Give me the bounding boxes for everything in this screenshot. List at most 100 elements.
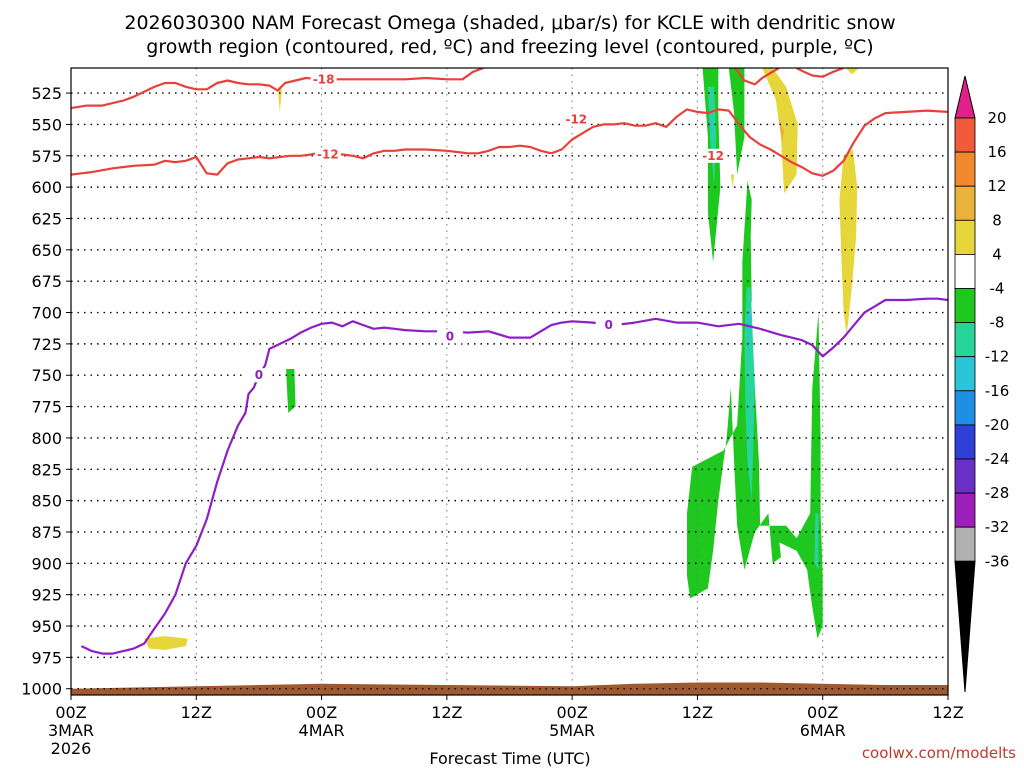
ytick-label-925: 925	[31, 586, 62, 605]
ytick-label-575: 575	[31, 147, 62, 166]
ytick-label-550: 550	[31, 115, 62, 134]
minus-18-contour-label-bg	[310, 72, 337, 87]
freezing-level-contour	[80, 297, 948, 655]
minus-12-upper-contour-label: -12	[565, 112, 587, 126]
colorbar-label-9: -20	[985, 416, 1010, 434]
xtick-date-6: 6MAR	[800, 721, 846, 740]
colorbar-label-12: -32	[985, 518, 1010, 536]
xtick-label-5: 12Z	[682, 703, 713, 722]
omega-region-7	[730, 174, 734, 188]
plot-border	[70, 67, 949, 696]
colorbar-label-6: -8	[990, 314, 1005, 332]
omega-region-4	[762, 68, 798, 194]
ytick-label-675: 675	[31, 272, 62, 291]
colorbar: 20 16 12 8 4 -4 -8 -12 -16 -20 -24 -28 -32 -36	[954, 75, 1010, 693]
minus-12-lower-contour-label: -12	[317, 148, 339, 162]
colorbar-label-3: 8	[992, 211, 1002, 229]
omega-shading	[144, 68, 860, 650]
omega-region-14	[770, 538, 781, 564]
ytick-label-1000: 1000	[21, 680, 62, 699]
ytick-label-850: 850	[31, 492, 62, 511]
omega-region-13	[286, 369, 296, 413]
ytick-label-725: 725	[31, 335, 62, 354]
colorbar-swatch-3	[954, 219, 976, 255]
freezing-level-contour-label-1: 0	[446, 329, 454, 343]
colorbar-swatch-10	[954, 458, 976, 494]
minus-18-contour-label: -18	[313, 72, 335, 86]
ytick-label-775: 775	[31, 398, 62, 417]
xtick-label-4: 00Z	[556, 703, 587, 722]
xtick-date-0: 3MAR	[48, 721, 94, 740]
colorbar-label-0: 20	[987, 109, 1006, 127]
ytick-label-875: 875	[31, 523, 62, 542]
minus-12-lower-contour	[71, 144, 552, 176]
minus-12-upper-contour-label-bg-0	[700, 148, 727, 163]
ground-terrain	[71, 682, 948, 695]
ytick-label-800: 800	[31, 429, 62, 448]
minus-12-upper-contour-label-0: -12	[702, 149, 724, 163]
colorbar-swatch-6	[954, 322, 976, 358]
plot-frame	[70, 67, 949, 696]
ground-layer	[71, 682, 948, 695]
ytick-label-750: 750	[31, 366, 62, 385]
colorbar-swatch-12	[954, 526, 976, 562]
ytick-label-600: 600	[31, 178, 62, 197]
minus-12-lower-contour-label-bg	[314, 147, 341, 162]
xtick-label-6: 00Z	[807, 703, 838, 722]
colorbar-swatch-1	[954, 151, 976, 187]
ytick-label-900: 900	[31, 554, 62, 573]
colorbar-label-10: -24	[985, 450, 1010, 468]
xtick-label-0: 00Z	[55, 703, 86, 722]
xtick-year-0: 2026	[51, 739, 92, 758]
omega-region-12	[814, 513, 819, 570]
colorbar-label-13: -36	[985, 552, 1010, 570]
colorbar-swatch-9	[954, 424, 976, 460]
xtick-label-3: 12Z	[431, 703, 462, 722]
contour-layer: -18 -12 -12 0 -12 0 0	[71, 68, 948, 655]
xtick-date-4: 5MAR	[549, 721, 595, 740]
omega-region-2	[708, 111, 714, 137]
colorbar-label-8: -16	[985, 382, 1010, 400]
colorbar-swatch-5	[954, 288, 976, 323]
colorbar-swatch-0	[954, 117, 976, 153]
freezing-level-contour-label-bg-2	[595, 318, 622, 333]
ytick-label-825: 825	[31, 460, 62, 479]
minus-18-contour	[71, 68, 484, 110]
xtick-date-2: 4MAR	[299, 721, 345, 740]
x-axis-title: Forecast Time (UTC)	[429, 749, 590, 768]
omega-region-6	[839, 149, 858, 336]
omega-region-10	[744, 287, 755, 501]
omega-region-15	[144, 636, 188, 650]
ytick-label-950: 950	[31, 617, 62, 636]
colorbar-label-7: -12	[985, 348, 1010, 366]
omega-region-8	[845, 68, 860, 75]
omega-region-16	[277, 86, 282, 112]
colorbar-swatch-11	[954, 492, 976, 528]
colorbar-bottom-arrow	[954, 560, 976, 693]
minus-18-contour-east2	[796, 68, 844, 78]
ytick-label-625: 625	[31, 209, 62, 228]
colorbar-swatch-7	[954, 356, 976, 392]
omega-region-0	[702, 68, 721, 263]
freezing-level-contour-label: 0	[255, 368, 263, 382]
freezing-level-contour-label-2: 0	[605, 318, 613, 332]
colorbar-swatch-8	[954, 390, 976, 426]
credit-text[interactable]: coolwx.com/modelts	[862, 744, 1016, 762]
freezing-level-contour-label-bg-1	[436, 329, 463, 344]
colorbar-label-5: -4	[990, 280, 1005, 298]
colorbar-swatch-2	[954, 185, 976, 221]
colorbar-label-4: 4	[992, 245, 1002, 263]
minus-18-contour-east	[734, 68, 780, 86]
chart-title-line2: growth region (contoured, red, ºC) and f…	[146, 36, 873, 58]
colorbar-swatch-4	[954, 253, 976, 289]
colorbar-label-1: 16	[987, 143, 1006, 161]
ytick-label-700: 700	[31, 304, 62, 323]
colorbar-top-arrow	[954, 75, 976, 119]
chart-title-line1: 2026030300 NAM Forecast Omega (shaded, μ…	[124, 12, 895, 34]
freezing-level-contour-label-bg	[245, 368, 272, 383]
ytick-label-650: 650	[31, 241, 62, 260]
xtick-label-7: 12Z	[932, 703, 963, 722]
colorbar-label-2: 12	[987, 177, 1006, 195]
